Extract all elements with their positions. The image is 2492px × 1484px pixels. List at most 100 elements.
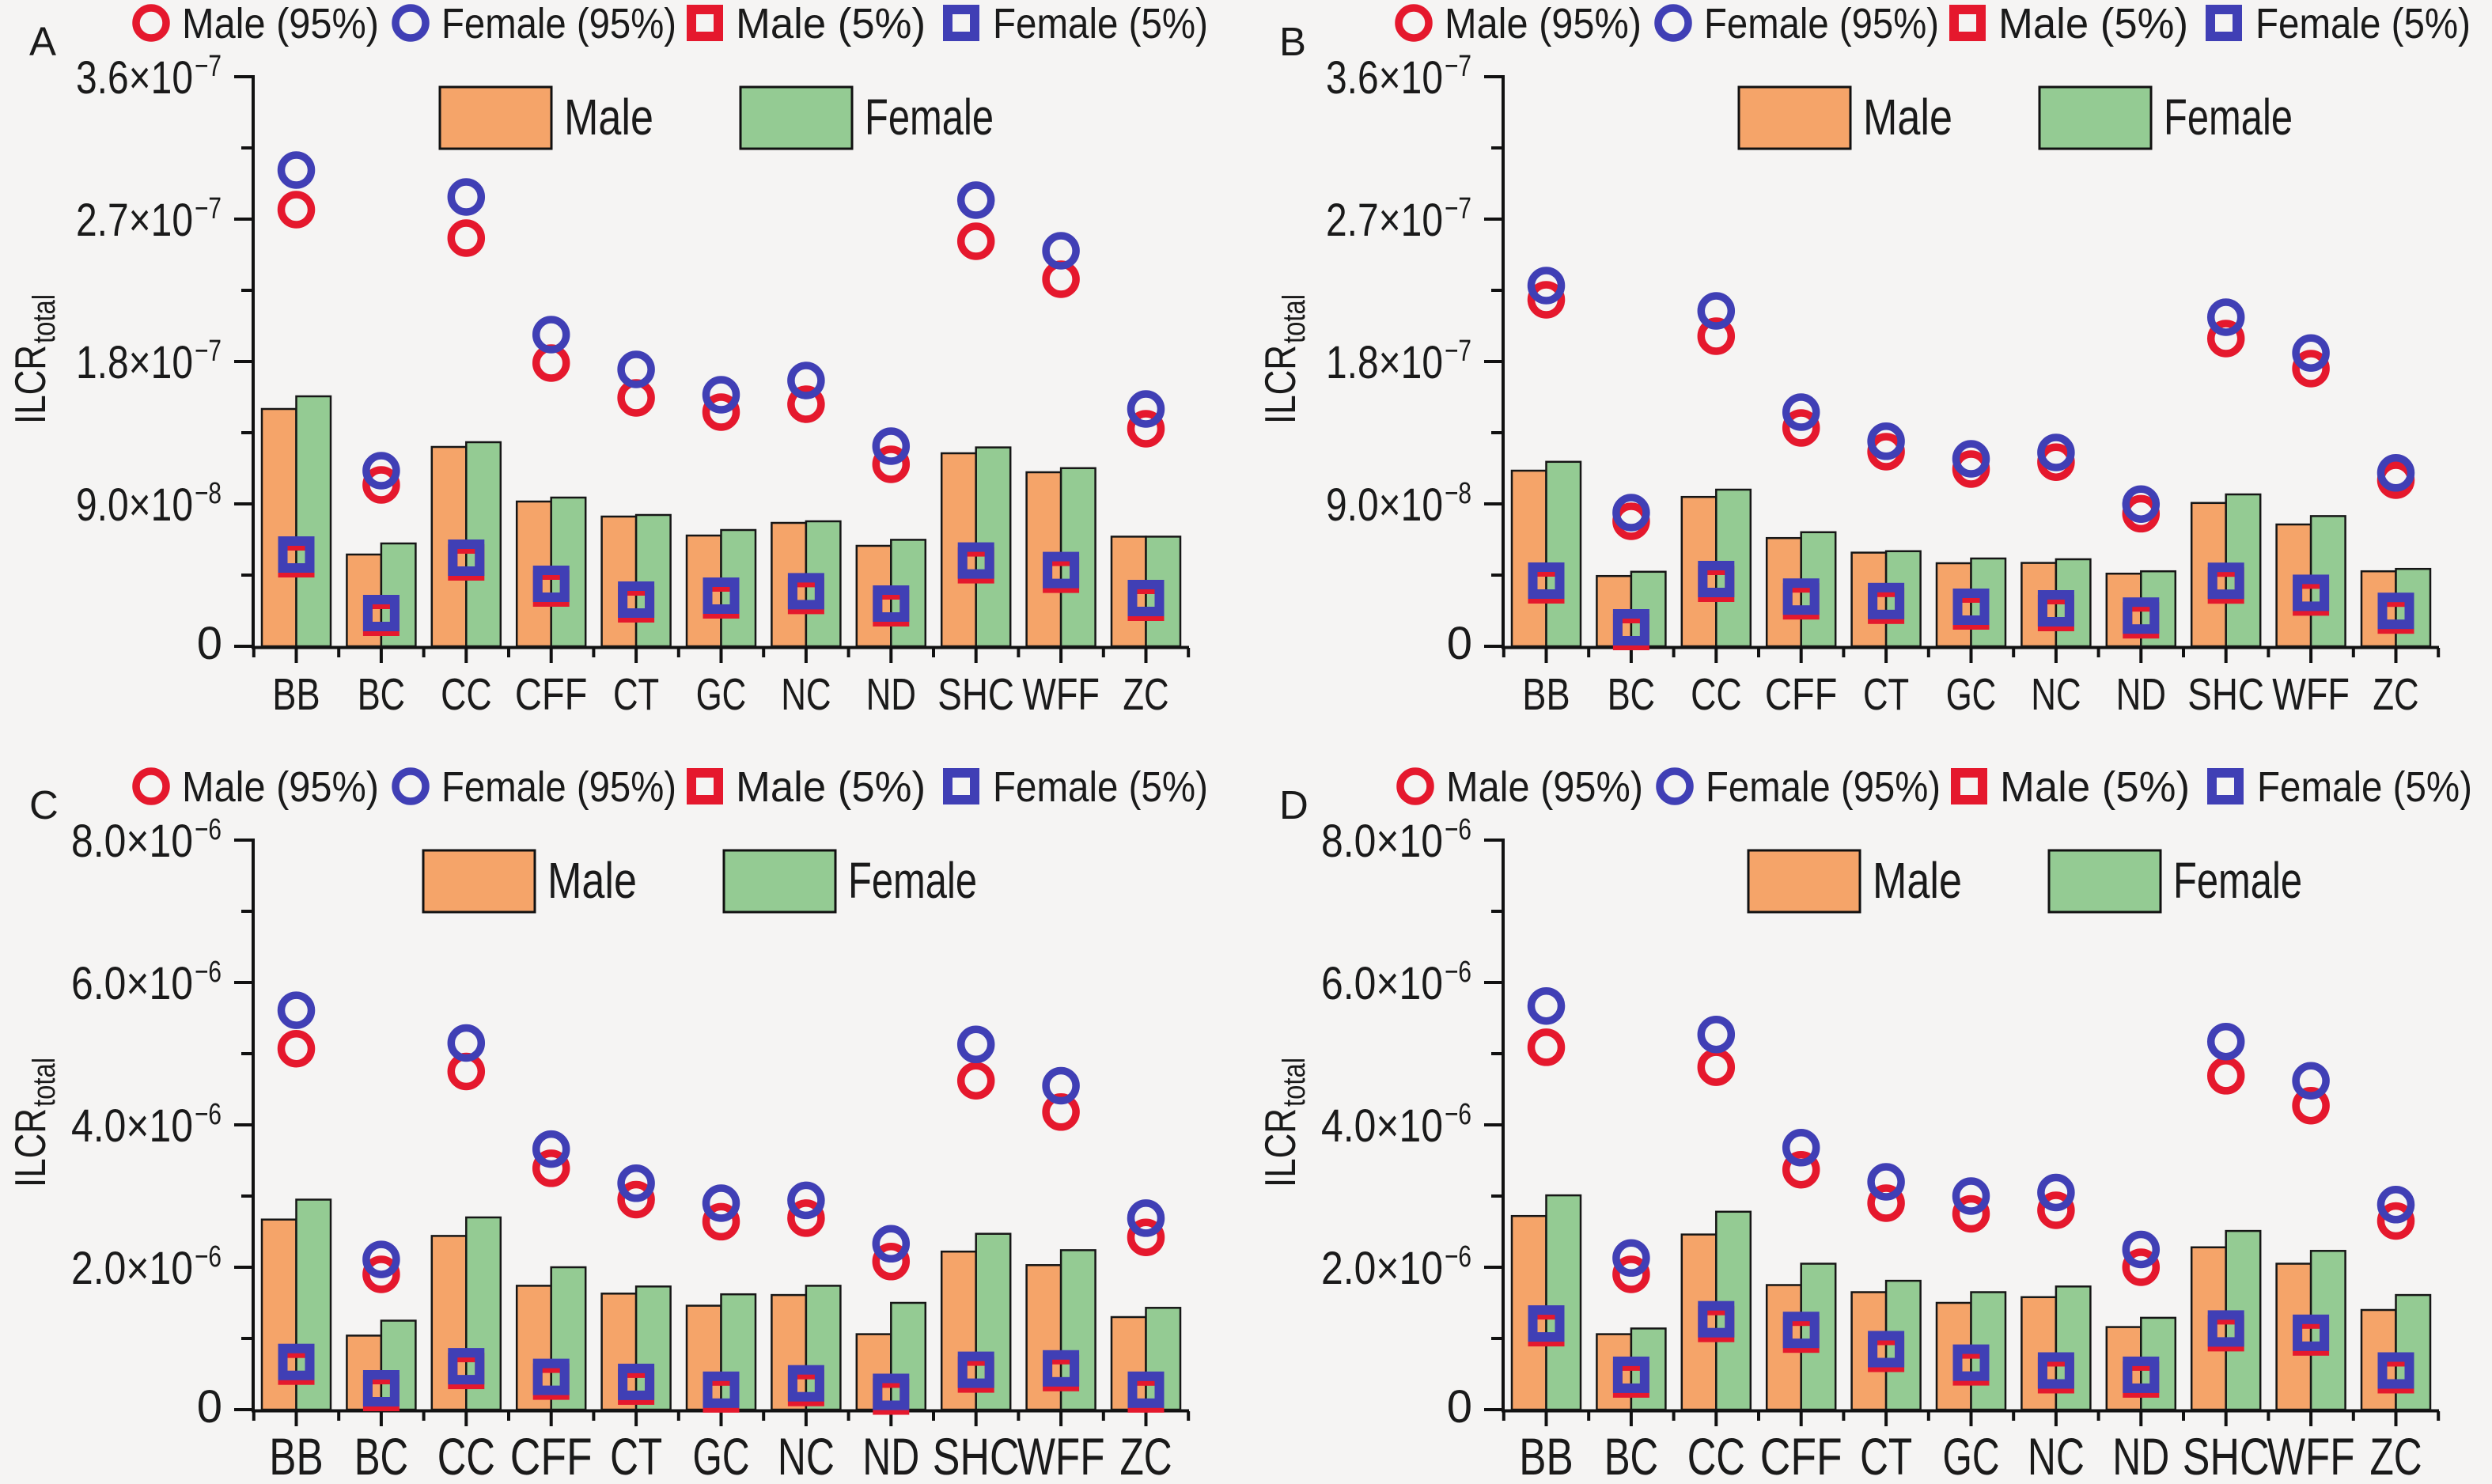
svg-text:2.0×10: 2.0×10 xyxy=(1321,1243,1443,1294)
svg-text:Male (5%): Male (5%) xyxy=(736,0,926,47)
svg-text:0: 0 xyxy=(1447,618,1472,669)
svg-text:9.0×10: 9.0×10 xyxy=(1326,479,1443,531)
svg-text:2.0×10: 2.0×10 xyxy=(71,1243,193,1294)
svg-text:NC: NC xyxy=(2028,1427,2085,1484)
svg-text:ZC: ZC xyxy=(2370,1427,2422,1484)
svg-text:ZC: ZC xyxy=(1120,1427,1172,1484)
svg-text:SHC: SHC xyxy=(2187,669,2264,720)
svg-text:−6: −6 xyxy=(195,813,222,846)
svg-text:BC: BC xyxy=(1608,669,1655,720)
svg-text:ILCR: ILCR xyxy=(6,345,55,424)
svg-text:BB: BB xyxy=(272,669,320,720)
svg-text:WFF: WFF xyxy=(1017,1427,1105,1484)
svg-text:−7: −7 xyxy=(1445,50,1471,83)
svg-text:CC: CC xyxy=(1691,669,1742,720)
svg-text:3.6×10: 3.6×10 xyxy=(76,52,193,104)
svg-text:WFF: WFF xyxy=(1022,669,1100,720)
svg-text:CFF: CFF xyxy=(515,669,588,720)
svg-text:−6: −6 xyxy=(1445,813,1471,846)
svg-text:ZC: ZC xyxy=(1123,669,1168,720)
svg-text:1.8×10: 1.8×10 xyxy=(1326,337,1443,388)
svg-text:total: total xyxy=(1277,294,1312,343)
svg-text:CT: CT xyxy=(1860,1427,1912,1484)
svg-text:Female (5%): Female (5%) xyxy=(2255,0,2471,47)
svg-text:ZC: ZC xyxy=(2373,669,2418,720)
svg-text:1.8×10: 1.8×10 xyxy=(76,337,193,388)
svg-text:GC: GC xyxy=(696,669,746,720)
svg-text:D: D xyxy=(1279,782,1308,827)
svg-text:−7: −7 xyxy=(1445,192,1471,225)
svg-text:Female (95%): Female (95%) xyxy=(1704,0,1939,47)
svg-text:Male (95%): Male (95%) xyxy=(182,0,379,47)
svg-text:8.0×10: 8.0×10 xyxy=(1321,816,1443,867)
svg-text:−6: −6 xyxy=(1445,956,1471,989)
svg-text:BC: BC xyxy=(1604,1427,1658,1484)
svg-text:−7: −7 xyxy=(195,50,222,83)
svg-text:Female (5%): Female (5%) xyxy=(2257,763,2472,811)
svg-text:−8: −8 xyxy=(195,477,222,510)
svg-text:Male (5%): Male (5%) xyxy=(1998,0,2188,47)
svg-text:CT: CT xyxy=(1863,669,1909,720)
svg-text:GC: GC xyxy=(693,1427,750,1484)
svg-text:ND: ND xyxy=(2116,669,2166,720)
svg-text:3.6×10: 3.6×10 xyxy=(1326,52,1443,104)
svg-text:−8: −8 xyxy=(1445,477,1471,510)
svg-text:ND: ND xyxy=(2112,1427,2169,1484)
svg-text:CT: CT xyxy=(613,669,659,720)
svg-text:6.0×10: 6.0×10 xyxy=(71,958,193,1009)
svg-text:NC: NC xyxy=(781,669,831,720)
svg-text:total: total xyxy=(1277,1058,1312,1107)
svg-text:2.7×10: 2.7×10 xyxy=(1326,195,1443,246)
svg-text:CT: CT xyxy=(610,1427,662,1484)
svg-text:B: B xyxy=(1279,19,1306,64)
svg-text:C: C xyxy=(29,782,59,827)
svg-text:9.0×10: 9.0×10 xyxy=(76,479,193,531)
svg-text:BB: BB xyxy=(1522,669,1570,720)
svg-text:ND: ND xyxy=(866,669,916,720)
svg-text:Female (95%): Female (95%) xyxy=(441,0,676,47)
svg-text:ILCR: ILCR xyxy=(1255,345,1305,424)
svg-text:−6: −6 xyxy=(195,1240,222,1274)
svg-text:−7: −7 xyxy=(195,335,222,368)
svg-text:−6: −6 xyxy=(195,1098,222,1131)
svg-text:NC: NC xyxy=(778,1427,835,1484)
svg-text:Female (5%): Female (5%) xyxy=(993,763,1208,811)
svg-text:CFF: CFF xyxy=(1765,669,1838,720)
svg-text:NC: NC xyxy=(2031,669,2081,720)
svg-text:ILCR: ILCR xyxy=(1255,1108,1305,1187)
svg-text:4.0×10: 4.0×10 xyxy=(1321,1100,1443,1152)
svg-text:Female (5%): Female (5%) xyxy=(993,0,1208,47)
svg-text:0: 0 xyxy=(1447,1381,1472,1433)
svg-text:CFF: CFF xyxy=(1760,1427,1842,1484)
svg-text:2.7×10: 2.7×10 xyxy=(76,195,193,246)
svg-text:Male: Male xyxy=(547,852,637,909)
svg-text:ND: ND xyxy=(862,1427,919,1484)
svg-text:SHC: SHC xyxy=(933,1427,1020,1484)
svg-text:CFF: CFF xyxy=(510,1427,593,1484)
svg-text:BB: BB xyxy=(1519,1427,1573,1484)
svg-text:CC: CC xyxy=(437,1427,495,1484)
svg-text:BC: BC xyxy=(354,1427,408,1484)
svg-text:0: 0 xyxy=(197,618,222,669)
svg-text:WFF: WFF xyxy=(2267,1427,2355,1484)
svg-text:WFF: WFF xyxy=(2272,669,2350,720)
svg-text:Male (5%): Male (5%) xyxy=(736,763,926,811)
svg-text:GC: GC xyxy=(1943,1427,2000,1484)
svg-text:Female: Female xyxy=(2173,852,2302,909)
svg-text:6.0×10: 6.0×10 xyxy=(1321,958,1443,1009)
svg-text:8.0×10: 8.0×10 xyxy=(71,816,193,867)
svg-text:0: 0 xyxy=(197,1381,222,1433)
svg-text:Male: Male xyxy=(1873,852,1962,909)
svg-text:Female (95%): Female (95%) xyxy=(441,763,676,811)
svg-text:A: A xyxy=(29,19,56,64)
svg-text:−6: −6 xyxy=(1445,1098,1471,1131)
svg-text:GC: GC xyxy=(1946,669,1996,720)
svg-text:CC: CC xyxy=(441,669,492,720)
svg-text:−6: −6 xyxy=(1445,1240,1471,1274)
svg-text:−6: −6 xyxy=(195,956,222,989)
svg-text:SHC: SHC xyxy=(2183,1427,2270,1484)
svg-text:Male: Male xyxy=(564,89,653,146)
svg-text:Female (95%): Female (95%) xyxy=(1706,763,1941,811)
svg-text:Male (95%): Male (95%) xyxy=(182,763,379,811)
svg-text:BB: BB xyxy=(269,1427,323,1484)
